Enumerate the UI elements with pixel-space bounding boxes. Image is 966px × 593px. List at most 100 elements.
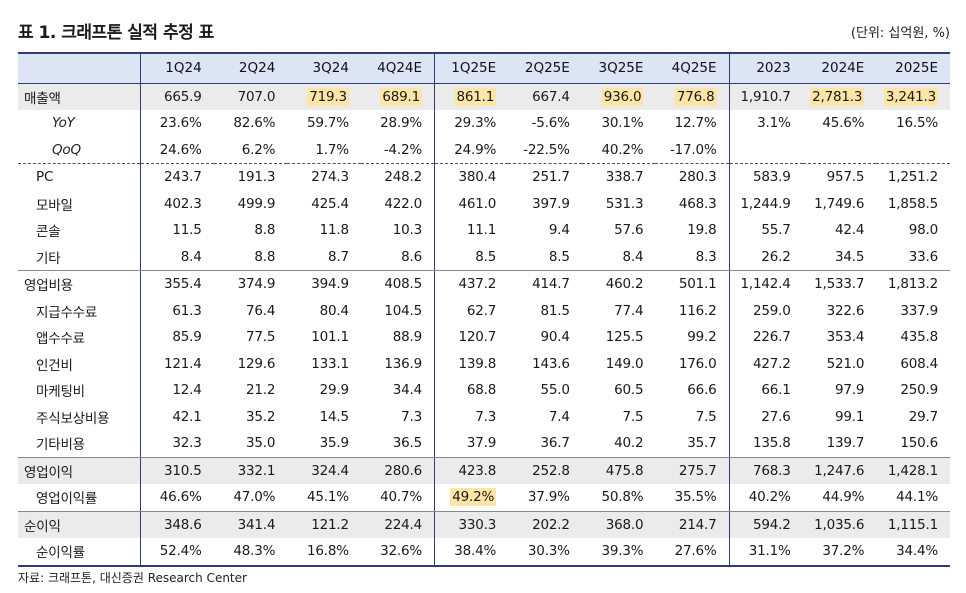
cell-value: 57.6 (614, 222, 644, 239)
cell-value: 501.1 (678, 276, 717, 293)
cell-value: 35.9 (319, 435, 349, 452)
cell-value: 665.9 (164, 88, 202, 105)
cell-value: 7.4 (548, 408, 570, 425)
value-cell: -5.6% (508, 110, 582, 137)
value-cell: 45.6% (803, 110, 877, 137)
cell-value: 252.8 (532, 462, 570, 479)
value-cell: 8.8 (214, 217, 288, 244)
value-cell: 125.5 (582, 324, 656, 351)
value-cell: 35.5% (655, 484, 730, 512)
cell-value: 250.9 (900, 382, 938, 399)
cell-value: 116.2 (678, 302, 717, 319)
cell-value: 104.5 (384, 302, 423, 319)
cell-value: 40.2% (601, 141, 644, 158)
value-cell: 37.9% (508, 484, 582, 512)
cell-value: 27.6 (761, 408, 791, 425)
cell-value: 29.9 (319, 382, 349, 399)
value-cell: 40.2% (728, 484, 803, 512)
value-cell: 36.7 (508, 430, 582, 458)
cell-value: 32.6% (380, 543, 423, 560)
cell-value: 36.5 (392, 435, 423, 452)
value-cell: 8.6 (360, 243, 435, 271)
value-cell: 214.7 (655, 511, 730, 538)
cell-value: 259.0 (753, 302, 791, 319)
value-cell: 248.2 (361, 164, 435, 191)
cell-value: 98.0 (908, 222, 938, 239)
cell-value: 667.4 (532, 88, 570, 105)
cell-value: 499.9 (237, 195, 276, 212)
cell-value: 437.2 (458, 276, 497, 293)
cell-value: 40.2 (614, 435, 644, 452)
cell-value: 24.6% (159, 141, 202, 158)
cell-value: 1,749.6 (814, 195, 865, 212)
value-cell: 423.8 (434, 457, 509, 484)
cell-value: 1,533.7 (814, 276, 865, 293)
value-cell: 60.5 (582, 377, 656, 404)
cell-value: 26.2 (761, 248, 791, 265)
value-cell: 80.4 (287, 298, 361, 325)
value-cell: 120.7 (434, 324, 509, 351)
value-cell: 35.7 (655, 430, 730, 458)
value-cell: 3,241.3 (876, 83, 950, 110)
cell-value: 34.4 (392, 382, 423, 399)
cell-value: 1.7% (315, 141, 349, 158)
table-row: 인건비 121.4 129.6 133.1 136.9 139.8 143.6 149.0 17… (18, 350, 950, 377)
value-cell: 36.5 (360, 430, 435, 458)
cell-value: 280.6 (384, 462, 423, 479)
value-cell: 12.4 (139, 377, 214, 404)
cell-value: 6.2% (241, 141, 276, 158)
table-row: 주식보상비용 42.1 35.2 14.5 7.3 7.3 7.4 7.5 7.5 27.6 99.… (18, 403, 950, 431)
row-label: 순이익률 (18, 538, 141, 567)
cell-value: 99.2 (687, 329, 717, 346)
value-cell: 49.2% (434, 484, 509, 512)
value-cell: 47.0% (213, 484, 288, 512)
value-cell: 7.3 (434, 403, 509, 430)
value-cell: 77.5 (214, 324, 288, 351)
value-cell: 776.8 (655, 83, 730, 110)
cell-value: 353.4 (826, 329, 865, 346)
value-cell: 98.0 (876, 217, 950, 244)
cell-value: 423.8 (458, 462, 497, 479)
cell-value: 594.2 (753, 516, 791, 533)
cell-value: 90.4 (540, 329, 570, 346)
cell-value: 1,428.1 (887, 462, 938, 479)
value-cell: 280.3 (655, 164, 729, 191)
value-cell: 121.2 (287, 511, 361, 538)
value-cell: 861.1 (434, 83, 509, 110)
cell-value: 248.2 (384, 169, 423, 186)
cell-value: 55.7 (761, 222, 791, 239)
value-cell: 337.9 (876, 298, 950, 325)
cell-value: 82.6% (233, 115, 276, 132)
cell-value: 135.8 (753, 435, 791, 452)
column-header: 2025E (876, 52, 950, 84)
value-cell: 66.1 (728, 377, 803, 404)
value-cell: 427.2 (728, 350, 803, 377)
value-cell: 55.7 (728, 217, 803, 244)
cell-value: 80.4 (319, 302, 349, 319)
cell-value: 1,244.9 (740, 195, 791, 212)
cell-value: 776.8 (674, 87, 717, 106)
cell-value: 36.7 (540, 435, 570, 452)
value-cell: 374.9 (214, 271, 288, 298)
value-cell: 104.5 (361, 298, 435, 325)
cell-value: 214.7 (678, 516, 717, 533)
value-cell: 1,813.2 (876, 271, 950, 298)
value-cell: 7.3 (361, 404, 435, 431)
value-cell: 353.4 (803, 324, 877, 351)
cell-value: 66.1 (761, 382, 791, 399)
value-cell: 719.3 (287, 83, 361, 110)
value-cell: 76.4 (214, 298, 288, 325)
cell-value: 9.4 (548, 222, 570, 239)
value-cell: 135.8 (728, 430, 803, 458)
value-cell: 594.2 (728, 511, 803, 538)
cell-value: 48.3% (233, 543, 276, 560)
cell-value: 689.1 (380, 87, 423, 106)
cell-value: 24.9% (454, 141, 497, 158)
cell-value: 37.2% (822, 543, 865, 560)
value-cell: 1,749.6 (803, 191, 877, 218)
column-header: 4Q25E (655, 52, 730, 84)
value-cell: 30.1% (582, 110, 656, 137)
value-cell: 29.9 (287, 377, 361, 404)
cell-value: 322.6 (826, 302, 865, 319)
table-row: 순이익 348.6 341.4 121.2 224.4 330.3 202.2 368.0 21… (18, 511, 950, 538)
